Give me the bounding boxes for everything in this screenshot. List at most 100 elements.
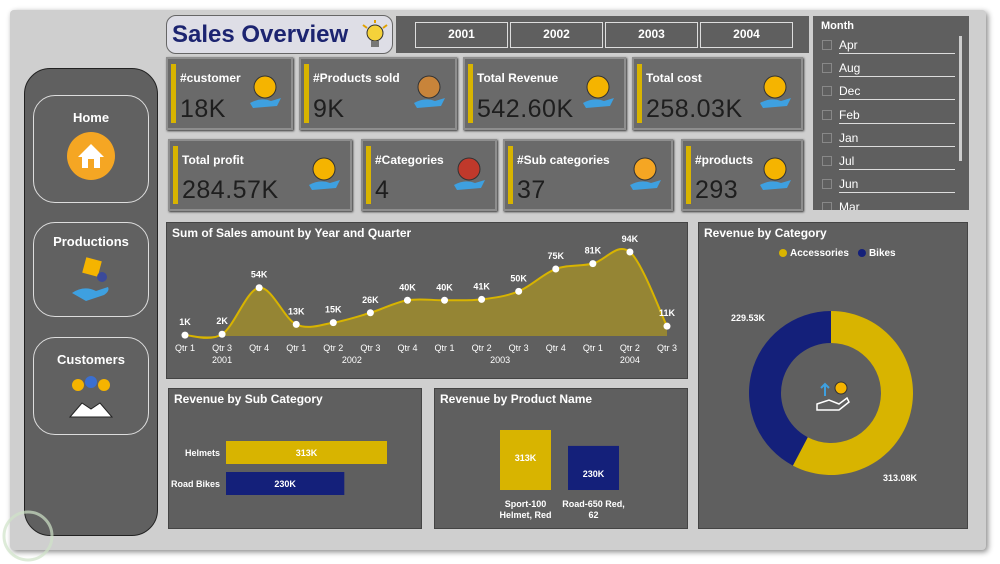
x-tick-label: Qtr 4: [546, 343, 566, 353]
product-panel: Revenue by Product Name: [434, 388, 688, 529]
kpi-card: Total profit 284.57K: [168, 139, 352, 211]
checkbox[interactable]: [822, 156, 832, 166]
x-tick-label: Qtr 3: [509, 343, 529, 353]
kpi-icon: [583, 75, 614, 108]
accent-bar: [171, 64, 176, 123]
data-label: 41K: [473, 281, 490, 291]
month-option[interactable]: Feb: [839, 107, 860, 122]
nav-productions[interactable]: Productions: [33, 222, 149, 317]
x-group-label: 2002: [342, 355, 362, 365]
month-slicer: Month Apr Aug Dec Feb Jan Jul Jun Mar: [813, 16, 969, 210]
x-tick-label: Sport-100 Helmet, Red: [499, 499, 552, 520]
kpi-icon: [760, 75, 791, 108]
home-icon: [67, 132, 115, 180]
month-option[interactable]: Jun: [839, 177, 859, 192]
legend-label: Bikes: [869, 248, 896, 259]
nav-home[interactable]: Home: [33, 95, 149, 203]
data-label: 81K: [585, 246, 602, 256]
kpi-value: 9K: [313, 95, 345, 123]
point: [366, 309, 374, 317]
scrollbar[interactable]: [959, 36, 962, 161]
kpi-label: #Products sold: [313, 71, 400, 85]
x-tick-label: Qtr 1: [583, 343, 603, 353]
point: [515, 287, 523, 295]
month-option[interactable]: Aug: [839, 61, 861, 76]
month-option[interactable]: Jan: [839, 130, 859, 145]
data-label: 50K: [510, 273, 527, 283]
kpi-value: 18K: [180, 95, 226, 123]
icon-shape: [760, 180, 791, 190]
data-label: 313K: [515, 453, 537, 463]
icon-shape: [760, 98, 791, 108]
point: [478, 295, 486, 303]
accent-bar: [304, 64, 309, 123]
year-slicer: 2001 2002 2003 2004: [396, 16, 809, 53]
point: [181, 331, 189, 339]
kpi-card: #Categories 4: [361, 139, 497, 211]
slicer-title: Month: [821, 20, 854, 32]
nav-label: Productions: [53, 234, 129, 249]
year-button[interactable]: 2001: [415, 22, 508, 48]
icon-shape: [763, 157, 787, 181]
year-button[interactable]: 2003: [605, 22, 698, 48]
x-tick-label: Qtr 3: [212, 343, 232, 353]
icon-shape: [630, 180, 661, 190]
x-group-label: 2003: [490, 355, 510, 365]
bulb-icon: [362, 20, 388, 47]
nav-label: Customers: [57, 352, 125, 367]
point: [255, 284, 263, 292]
kpi-icon: [760, 157, 791, 190]
x-tick-label: Qtr 1: [435, 343, 455, 353]
kpi-value: 258.03K: [646, 95, 743, 123]
checkbox[interactable]: [822, 109, 832, 120]
point: [218, 330, 226, 338]
kpi-icon: [414, 75, 445, 108]
kpi-card: #customer 18K: [166, 57, 293, 130]
checkbox[interactable]: [822, 63, 832, 74]
panel-title: Sum of Sales amount by Year and Quarter: [172, 226, 412, 240]
month-option[interactable]: Mar: [839, 200, 860, 210]
year-button[interactable]: 2002: [510, 22, 603, 48]
data-label: 26K: [362, 295, 379, 305]
data-label: 15K: [325, 305, 342, 315]
point: [663, 322, 671, 330]
month-option[interactable]: Apr: [839, 38, 858, 52]
option-underline: [839, 169, 955, 170]
checkbox[interactable]: [822, 202, 832, 210]
x-tick-label: Qtr 4: [249, 343, 269, 353]
accent-bar: [366, 146, 371, 204]
year-button[interactable]: 2004: [700, 22, 793, 48]
point: [626, 248, 634, 256]
checkbox[interactable]: [822, 86, 832, 97]
legend-swatch: [857, 249, 866, 257]
x-tick-label: Road-650 Red, 62: [562, 499, 625, 520]
checkbox[interactable]: [822, 40, 832, 50]
x-group-label: 2001: [212, 355, 232, 365]
icon-shape: [586, 75, 610, 99]
bar: [226, 472, 345, 495]
donut-segment: [792, 311, 913, 475]
y-tick-label: Helmets: [185, 448, 220, 458]
panel-title: Revenue by Sub Category: [174, 392, 323, 406]
data-label: 75K: [548, 251, 565, 261]
month-option[interactable]: Jul: [839, 154, 855, 168]
kpi-label: #Sub categories: [517, 153, 610, 167]
option-underline: [839, 192, 955, 194]
legend-swatch: [779, 249, 787, 257]
accent-bar: [173, 146, 178, 204]
icon-shape: [457, 157, 481, 181]
checkbox[interactable]: [822, 132, 832, 143]
checkbox[interactable]: [822, 179, 832, 190]
icon-shape: [417, 75, 441, 99]
donut-icon: [816, 381, 850, 411]
title-box: Sales Overview: [166, 15, 393, 54]
panel-title: Revenue by Product Name: [440, 392, 593, 406]
nav-customers[interactable]: Customers: [33, 337, 149, 435]
kpi-card: #Sub categories 37: [503, 139, 673, 211]
option-underline: [839, 145, 955, 147]
month-option[interactable]: Dec: [839, 84, 861, 99]
icon-shape: [309, 180, 340, 190]
productions-icon: [72, 257, 109, 301]
kpi-value: 4: [375, 176, 390, 204]
category-panel: Revenue by Category: [698, 222, 968, 529]
